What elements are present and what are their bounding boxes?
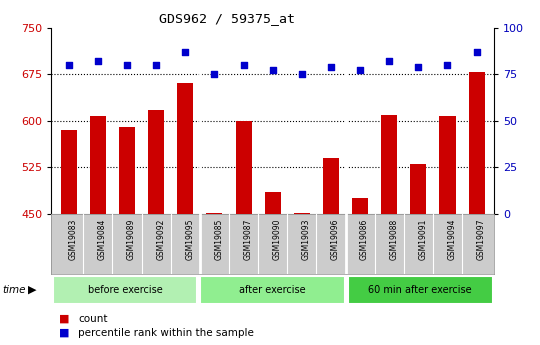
Text: GSM19093: GSM19093 — [302, 219, 311, 260]
Text: GSM19097: GSM19097 — [477, 219, 485, 260]
Point — [414, 64, 423, 69]
Point — [93, 58, 102, 64]
Text: GSM19084: GSM19084 — [98, 219, 107, 260]
FancyBboxPatch shape — [53, 276, 198, 304]
Text: ■: ■ — [59, 328, 70, 338]
Bar — [352, 198, 368, 214]
Point — [152, 62, 160, 68]
Text: 60 min after exercise: 60 min after exercise — [368, 285, 472, 295]
Text: ■: ■ — [59, 314, 70, 324]
Bar — [410, 164, 427, 214]
Text: GSM19090: GSM19090 — [273, 219, 282, 260]
Point — [385, 58, 394, 64]
Text: GSM19087: GSM19087 — [244, 219, 253, 260]
Point — [356, 68, 364, 73]
Bar — [440, 116, 456, 214]
Bar — [206, 213, 222, 214]
Bar — [265, 192, 281, 214]
Text: GSM19085: GSM19085 — [214, 219, 224, 260]
Text: before exercise: before exercise — [87, 285, 163, 295]
Point — [181, 49, 190, 55]
Point — [298, 71, 306, 77]
Text: GSM19096: GSM19096 — [331, 219, 340, 260]
FancyBboxPatch shape — [200, 276, 345, 304]
Point — [239, 62, 248, 68]
Point — [268, 68, 277, 73]
Bar — [323, 158, 339, 214]
Text: GSM19083: GSM19083 — [69, 219, 78, 260]
Point — [327, 64, 335, 69]
Point — [443, 62, 452, 68]
Text: GSM19092: GSM19092 — [156, 219, 165, 260]
Point — [123, 62, 131, 68]
Text: GSM19094: GSM19094 — [448, 219, 456, 260]
Bar — [119, 127, 135, 214]
Text: time: time — [3, 285, 26, 295]
Text: GSM19089: GSM19089 — [127, 219, 136, 260]
Text: GSM19091: GSM19091 — [418, 219, 427, 260]
Text: ▶: ▶ — [28, 285, 37, 295]
Point — [472, 49, 481, 55]
Text: GDS962 / 59375_at: GDS962 / 59375_at — [159, 12, 295, 25]
Text: GSM19088: GSM19088 — [389, 219, 398, 260]
Text: count: count — [78, 314, 108, 324]
Bar — [294, 213, 310, 214]
Text: GSM19095: GSM19095 — [185, 219, 194, 260]
Point — [210, 71, 219, 77]
Bar — [90, 116, 106, 214]
Text: GSM19086: GSM19086 — [360, 219, 369, 260]
Bar — [381, 115, 397, 214]
Bar — [177, 83, 193, 214]
Point — [64, 62, 73, 68]
Bar — [61, 130, 77, 214]
Bar — [235, 121, 252, 214]
FancyBboxPatch shape — [348, 276, 492, 304]
Text: percentile rank within the sample: percentile rank within the sample — [78, 328, 254, 338]
Bar — [148, 110, 164, 214]
Text: after exercise: after exercise — [239, 285, 306, 295]
Bar — [469, 72, 484, 214]
